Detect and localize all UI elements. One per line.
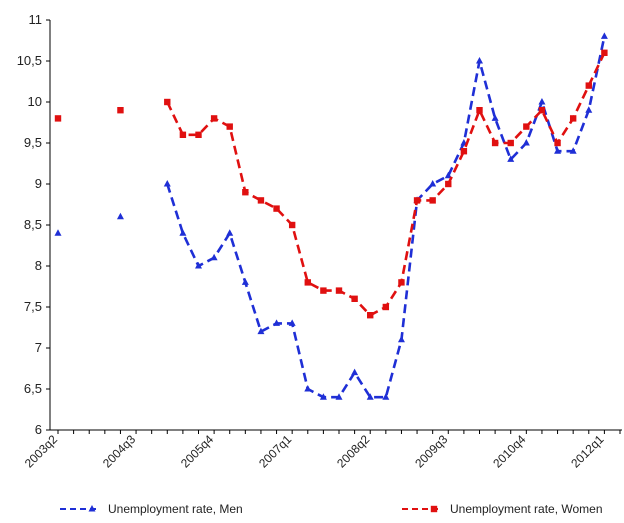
data-point bbox=[382, 303, 390, 311]
data-point bbox=[116, 212, 124, 220]
data-point bbox=[569, 115, 577, 122]
data-point bbox=[304, 279, 311, 286]
series-women bbox=[54, 49, 608, 319]
data-point bbox=[429, 180, 437, 187]
data-point bbox=[554, 139, 561, 147]
legend-marker bbox=[430, 505, 438, 513]
data-point bbox=[445, 180, 452, 188]
legend: Unemployment rate, Men Unemployment rate,… bbox=[60, 502, 603, 516]
x-axis-ticks: 2003q2 2004q3 2005q4 2007q1 2008q2 2009q3 2010… bbox=[22, 430, 621, 470]
x-tick-label: 2003q2 bbox=[22, 432, 60, 470]
y-tick-label: 10,5 bbox=[17, 53, 42, 68]
x-tick-label: 2009q3 bbox=[412, 432, 450, 470]
data-point bbox=[210, 115, 218, 122]
data-point bbox=[601, 49, 608, 56]
data-point bbox=[179, 131, 187, 138]
data-point bbox=[304, 385, 312, 392]
data-point bbox=[273, 205, 280, 212]
y-tick-label: 11 bbox=[29, 12, 43, 27]
data-point bbox=[319, 393, 327, 400]
x-tick-label: 2004q3 bbox=[100, 432, 138, 470]
data-point bbox=[476, 57, 483, 64]
data-point bbox=[444, 171, 452, 179]
legend-marker bbox=[88, 505, 96, 512]
y-tick-label: 7 bbox=[35, 340, 42, 355]
data-point bbox=[585, 106, 593, 113]
data-point bbox=[117, 107, 124, 114]
data-point bbox=[242, 189, 249, 196]
data-point bbox=[210, 253, 218, 261]
data-point bbox=[585, 82, 592, 89]
data-point bbox=[382, 393, 390, 400]
data-point bbox=[523, 123, 530, 130]
legend-label: Unemployment rate, Women bbox=[450, 502, 603, 516]
data-point bbox=[367, 312, 374, 319]
series-line bbox=[166, 52, 606, 317]
series-group bbox=[54, 32, 608, 400]
data-point bbox=[257, 327, 265, 335]
data-point bbox=[398, 279, 405, 286]
data-point bbox=[54, 115, 62, 122]
data-point bbox=[335, 287, 343, 294]
x-tick-label: 2008q2 bbox=[334, 432, 372, 470]
data-point bbox=[429, 197, 436, 204]
x-tick-label: 2007q1 bbox=[256, 432, 294, 470]
y-tick-label: 9,5 bbox=[24, 135, 42, 150]
data-point bbox=[195, 262, 202, 269]
data-point bbox=[366, 393, 374, 400]
data-point bbox=[320, 287, 327, 294]
y-tick-label: 10 bbox=[28, 94, 42, 109]
data-point bbox=[335, 393, 343, 400]
series-line bbox=[166, 36, 606, 399]
y-tick-label: 8 bbox=[35, 258, 42, 273]
data-point bbox=[491, 139, 499, 147]
y-tick-label: 8,5 bbox=[24, 217, 42, 232]
x-tick-label: 2005q4 bbox=[178, 432, 216, 470]
data-point bbox=[163, 180, 171, 187]
y-axis-ticks: 6 6,5 7 7,5 8 8,5 9 9,5 10 10,5 11 bbox=[17, 12, 50, 437]
data-point bbox=[600, 32, 608, 39]
y-tick-label: 7,5 bbox=[24, 299, 42, 314]
data-point bbox=[569, 147, 577, 154]
y-tick-label: 9 bbox=[35, 176, 42, 191]
data-point bbox=[195, 131, 202, 138]
data-point bbox=[507, 139, 514, 147]
legend-label: Unemployment rate, Men bbox=[108, 502, 243, 516]
data-point bbox=[241, 278, 249, 285]
y-tick-label: 6 bbox=[35, 422, 42, 437]
data-point bbox=[226, 229, 234, 236]
data-point bbox=[288, 221, 296, 229]
data-point bbox=[273, 319, 281, 326]
data-point bbox=[351, 368, 359, 376]
data-point bbox=[476, 107, 483, 114]
x-tick-label: 2012q1 bbox=[568, 432, 606, 470]
data-point bbox=[351, 295, 358, 302]
data-point bbox=[413, 197, 421, 204]
data-point bbox=[226, 123, 233, 130]
data-point bbox=[507, 155, 515, 162]
data-point bbox=[164, 98, 171, 106]
data-point bbox=[491, 114, 499, 121]
axes bbox=[49, 20, 622, 431]
data-point bbox=[460, 148, 468, 155]
data-point bbox=[538, 107, 546, 114]
data-point bbox=[522, 139, 530, 146]
data-point bbox=[538, 98, 546, 105]
y-tick-label: 6,5 bbox=[24, 381, 42, 396]
data-point bbox=[257, 197, 265, 204]
data-point bbox=[179, 229, 187, 236]
data-point bbox=[288, 319, 296, 326]
data-point bbox=[554, 147, 562, 154]
data-point bbox=[397, 335, 405, 343]
series-men bbox=[54, 32, 608, 400]
data-point bbox=[54, 229, 62, 236]
x-tick-label: 2010q4 bbox=[490, 432, 528, 470]
